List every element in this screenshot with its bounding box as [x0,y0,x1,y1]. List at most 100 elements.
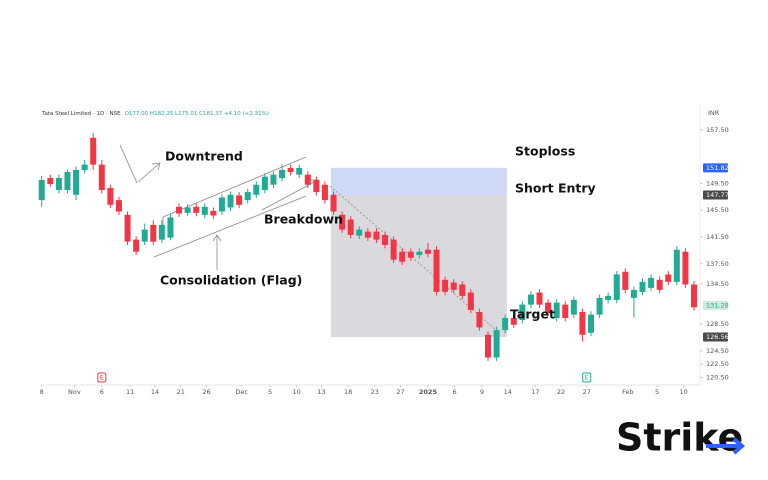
candle-body [253,184,260,195]
candle-body [296,167,303,175]
candle-body [287,167,294,172]
candle-body [596,297,603,315]
candle-body [364,231,371,238]
annotation: Consolidation (Flag) [160,273,302,288]
x-tick-label: 14 [151,388,159,396]
candle-body [588,314,595,333]
candle-body [64,171,71,191]
annotation: Target [510,307,555,322]
candle-body [682,251,689,285]
x-tick-label: 5 [655,388,659,396]
price-badge [703,163,728,173]
y-tick-label: 128.50 [706,320,729,328]
candle-body [339,214,346,230]
candle-body [90,137,97,165]
y-tick-label: 124.50 [706,347,729,355]
candle-body [442,279,449,292]
candle-body [424,249,431,254]
candle-body [399,251,406,262]
candle-body [390,239,397,260]
event-label: E [100,374,104,381]
downtrend-arrow [137,162,161,183]
candle-body [639,281,646,292]
price-badge [703,332,728,342]
candle-body [382,234,389,245]
candle-body [467,292,474,310]
x-tick-label: 6 [100,388,104,396]
chart-title: Tata Steel Limited · 1D · NSE [41,111,121,117]
candle-body [330,194,337,212]
arrow-head [212,234,222,242]
annotation: Breakdown [264,212,343,227]
candle-body [176,206,183,214]
candle-body [502,318,509,331]
candle-body [613,274,620,300]
annotation: Stoploss [515,144,575,159]
candle-body [630,289,637,298]
candle-body [210,210,217,216]
y-tick-label: 137.50 [706,260,729,268]
candle-body [55,178,62,191]
y-tick-label: 145.50 [706,206,729,214]
x-tick-label: Feb [622,388,634,396]
candle-body [347,219,354,235]
event-marker [97,372,107,383]
candle-body [218,197,225,212]
candle-body [47,178,54,185]
axes: 157.50 149.50 145.50 141.50 137.50 134.50 128.… [40,126,729,396]
breakdown-arrow [261,179,319,211]
price-zone [330,167,507,195]
projection-line [329,185,497,331]
x-tick-label: 6 [452,388,456,396]
logo-arrow [706,437,746,455]
x-tick-label: 10 [292,388,300,396]
y-tick-label: 157.50 [706,126,729,134]
chart-header: Tata Steel Limited · 1D · NSE O177.00 H18… [41,111,269,117]
candle-body [673,249,680,282]
brand-logo: Strike [616,416,743,460]
candle-body [201,206,208,215]
candle-body [536,292,543,305]
x-tick-label: 5 [268,388,272,396]
price-badge-label: 131.28 [706,301,729,309]
x-tick-label: 23 [371,388,379,396]
candle-body [373,231,380,240]
candle-body [244,192,251,201]
candle-body [356,229,363,236]
candle-body [459,284,466,296]
y-tick-label: 149.50 [706,179,729,187]
candle-body [124,214,131,242]
candle-body [407,251,414,258]
candle-body [485,334,492,358]
candle-body [38,180,45,201]
price-badge [703,190,728,200]
candle-body [167,217,174,238]
candles [38,133,697,361]
candle-body [622,271,629,290]
price-badge-label: 126.56 [706,333,729,341]
candle-body [236,195,243,205]
candle-body [98,164,105,191]
candle-body [184,207,191,213]
candle-body [648,277,655,288]
candle-body [150,224,157,242]
x-tick-label: 11 [126,388,134,396]
x-tick-label: 27 [396,388,404,396]
y-tick-label: 122.50 [706,360,729,368]
candle-body [545,302,552,313]
x-tick-label: 13 [317,388,325,396]
price-badge [703,300,728,310]
candle-body [73,169,80,195]
downtrend-line [119,144,138,184]
candle-body [510,318,517,325]
currency: INR [708,109,720,117]
candle-body [416,251,423,256]
candle-body [141,229,148,242]
x-tick-label: 2025 [419,388,438,396]
candle-body [493,330,500,358]
candle-body [656,279,663,290]
x-tick-label: Dec [235,388,248,396]
x-tick-label: 27 [583,388,591,396]
x-tick-label: 18 [344,388,352,396]
